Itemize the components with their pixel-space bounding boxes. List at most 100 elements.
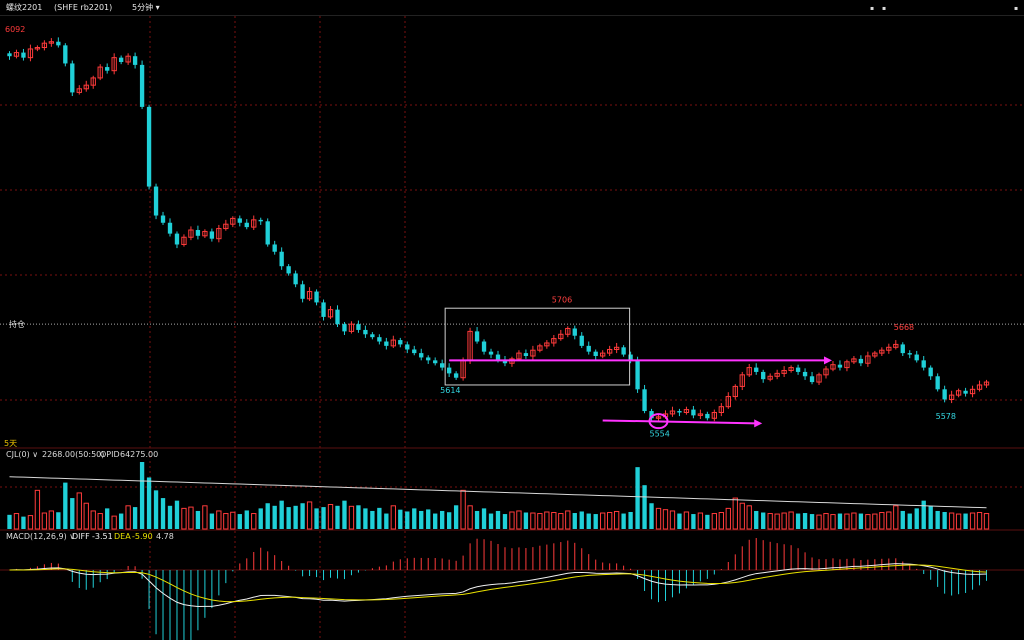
volume-bar-5: [41, 512, 48, 530]
price-top-label: 6092: [5, 25, 25, 34]
candle-99: [697, 413, 704, 416]
volume-bar-11: [83, 502, 89, 530]
volume-bar-126: [886, 511, 892, 530]
candle-116: [816, 374, 822, 383]
candle-81: [572, 328, 577, 336]
volume-bar-132: [928, 505, 933, 529]
candle-23: [167, 222, 173, 234]
volume-bar-6: [48, 510, 55, 530]
volume-label: CJL(0) ∨: [6, 450, 38, 459]
volume-bar-36: [258, 508, 263, 529]
candle-44: [314, 291, 319, 303]
volume-bar-139: [976, 512, 983, 530]
candle-22: [160, 215, 166, 223]
candle-43: [306, 291, 313, 300]
macd-panel: MACD(12,26,9) ∨DIFF -3.51 DEA -5.90 4.78: [0, 532, 1024, 640]
volume-bar-31: [223, 513, 229, 530]
volume-bar-120: [844, 513, 850, 530]
volume-bar-94: [662, 509, 669, 530]
volume-bar-100: [705, 514, 710, 529]
candle-104: [732, 385, 738, 398]
volume-bar-114: [802, 513, 808, 529]
volume-bar-40: [286, 507, 291, 529]
candle-60: [426, 357, 431, 361]
volume-bar-99: [697, 512, 704, 530]
price-candles: [7, 37, 990, 422]
volume-bar-0: [7, 514, 12, 529]
candle-119: [837, 364, 843, 368]
volume-bar-15: [111, 515, 117, 530]
candle-139: [976, 384, 983, 390]
candle-8: [63, 45, 68, 64]
volume-bar-30: [216, 510, 222, 530]
volume-bar-72: [509, 511, 515, 530]
volume-bar-134: [942, 511, 947, 529]
candle-25: [181, 236, 187, 245]
volume-bar-16: [118, 513, 124, 529]
candle-76: [537, 345, 543, 351]
macd-label: MACD(12,26,9) ∨: [6, 532, 75, 541]
volume-bar-86: [606, 512, 613, 530]
candle-85: [600, 352, 606, 357]
volume-bar-3: [27, 515, 34, 530]
volume-bar-124: [872, 513, 878, 530]
volume-bar-65: [460, 489, 466, 530]
dea-label: DEA: [114, 532, 131, 541]
candle-28: [202, 230, 208, 237]
volume-bar-123: [865, 514, 871, 530]
candle-38: [272, 244, 277, 252]
candle-42: [300, 284, 305, 299]
volume-bar-21: [153, 490, 159, 529]
candle-101: [711, 411, 718, 419]
candle-115: [809, 376, 815, 383]
candle-9: [70, 63, 75, 93]
candle-21: [153, 186, 159, 216]
exchange-code: (SHFE rb2201): [54, 3, 113, 12]
candle-137: [963, 390, 968, 394]
period-selector[interactable]: 5分钟 ▾: [132, 3, 160, 12]
maximize-icon[interactable]: ▪: [882, 5, 887, 12]
candle-103: [725, 396, 731, 408]
instrument-title[interactable]: 螺纹2201: [6, 3, 43, 12]
candle-89: [628, 354, 633, 361]
volume-bar-135: [948, 512, 955, 530]
volume-bar-42: [300, 503, 305, 529]
candle-64: [453, 373, 459, 378]
volume-bar-122: [858, 513, 864, 529]
candle-134: [942, 389, 947, 400]
volume-bar-46: [327, 504, 334, 530]
volume-bar-136: [955, 513, 962, 530]
candle-55: [390, 339, 396, 347]
minimize-icon[interactable]: ▪: [870, 5, 875, 12]
volume-bar-44: [314, 508, 319, 529]
volume-bar-62: [440, 510, 445, 529]
volume-bar-83: [586, 513, 591, 529]
candle-46: [327, 309, 334, 318]
volume-bar-79: [558, 513, 564, 530]
volume-bar-117: [823, 513, 829, 530]
volume-bar-121: [851, 512, 857, 530]
candle-35: [251, 219, 257, 228]
volume-bar-102: [718, 512, 724, 530]
dea-value: -5.90: [132, 532, 153, 541]
candle-110: [774, 372, 780, 377]
volume-bar-35: [251, 513, 257, 530]
volume-bar-51: [363, 508, 368, 529]
volume-bar-69: [488, 513, 494, 529]
candle-18: [132, 56, 138, 65]
volume-bar-64: [453, 505, 459, 529]
volume-panel: CJL(0) ∨ 2268.00(50:50)OPID 64275.00: [6, 450, 990, 530]
candle-123: [865, 355, 871, 364]
candle-90: [635, 360, 640, 390]
volume-bar-106: [746, 505, 752, 530]
volume-bar-70: [495, 510, 501, 529]
volume-bar-61: [433, 513, 438, 529]
close-icon[interactable]: ▪: [1014, 5, 1019, 12]
window-title-bar: 螺纹2201 5分钟 ▾ ▪ ▪ ▪: [0, 0, 1024, 16]
candle-63: [446, 367, 452, 374]
candle-128: [900, 344, 905, 354]
candle-62: [440, 363, 445, 368]
candle-17: [125, 55, 131, 63]
candle-125: [879, 349, 885, 354]
